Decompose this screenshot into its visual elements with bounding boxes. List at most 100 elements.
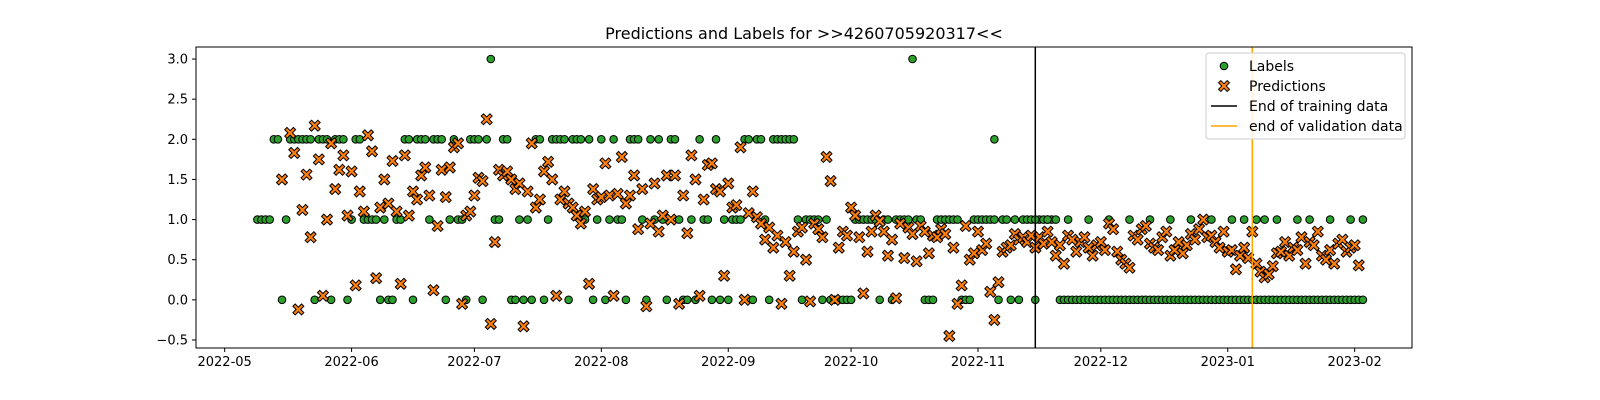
prediction-point-fill xyxy=(920,226,930,237)
prediction-point xyxy=(783,269,796,282)
prediction-point xyxy=(1057,257,1071,270)
prediction-point xyxy=(746,185,759,198)
label-point xyxy=(355,135,365,144)
prediction-point-fill xyxy=(580,206,590,217)
prediction-point-fill xyxy=(355,186,365,197)
prediction-point xyxy=(857,287,870,300)
label-point xyxy=(990,215,999,224)
prediction-point xyxy=(1250,257,1263,270)
x-tick-label: 2022-11 xyxy=(951,355,1005,370)
prediction-point-fill xyxy=(1349,240,1360,251)
label-point xyxy=(789,135,799,144)
prediction-point-fill xyxy=(825,176,836,186)
prediction-point-fill xyxy=(674,299,684,309)
prediction-point-fill xyxy=(453,138,463,149)
prediction-point xyxy=(795,221,809,234)
prediction-point xyxy=(959,219,972,233)
prediction-point-fill xyxy=(723,178,734,189)
prediction-point xyxy=(275,173,289,186)
label-point xyxy=(875,295,885,305)
y-tick-label: 1.0 xyxy=(167,213,188,228)
prediction-point xyxy=(570,209,583,222)
prediction-point-fill xyxy=(412,194,422,205)
prediction-point-fill xyxy=(584,279,594,289)
prediction-point-fill xyxy=(1087,250,1098,261)
prediction-point xyxy=(1323,243,1337,257)
prediction-point-fill xyxy=(387,156,398,166)
prediction-point xyxy=(546,173,559,186)
prediction-point xyxy=(1094,235,1108,249)
prediction-point-fill xyxy=(1177,248,1188,259)
prediction-point-fill xyxy=(682,228,693,238)
prediction-point xyxy=(885,233,899,246)
prediction-point-fill xyxy=(899,253,910,263)
prediction-point xyxy=(308,119,321,132)
prediction-point xyxy=(427,284,440,297)
label-point xyxy=(560,135,569,144)
prediction-point-fill xyxy=(653,226,664,237)
prediction-point-fill xyxy=(879,226,889,237)
prediction-point-fill xyxy=(940,229,951,239)
legend-label: end of validation data xyxy=(1249,119,1403,135)
prediction-point-fill xyxy=(932,232,942,242)
label-point xyxy=(662,295,672,305)
prediction-point xyxy=(943,329,956,343)
prediction-point-fill xyxy=(526,138,537,149)
x-tick-label: 2023-01 xyxy=(1201,355,1255,370)
prediction-point xyxy=(758,233,772,246)
label-point xyxy=(621,295,631,305)
prediction-point-fill xyxy=(1292,245,1303,255)
prediction-point xyxy=(1151,243,1165,257)
label-point xyxy=(1207,215,1216,224)
label-point xyxy=(584,135,594,144)
prediction-point xyxy=(1176,247,1189,260)
prediction-point xyxy=(763,221,776,234)
label-point xyxy=(1227,215,1237,224)
prediction-point xyxy=(345,165,358,178)
prediction-point-fill xyxy=(518,321,529,332)
prediction-point xyxy=(947,241,960,254)
prediction-point-fill xyxy=(1153,245,1163,255)
prediction-point-fill xyxy=(1308,240,1319,251)
label-point xyxy=(527,295,537,305)
prediction-point-fill xyxy=(440,192,451,202)
prediction-point-fill xyxy=(559,186,570,197)
prediction-point xyxy=(365,145,379,158)
label-point xyxy=(511,295,520,305)
prediction-point-fill xyxy=(338,150,349,161)
prediction-point xyxy=(820,150,833,164)
prediction-point xyxy=(828,293,841,307)
label-point xyxy=(605,215,614,224)
prediction-point xyxy=(529,201,542,214)
prediction-point-fill xyxy=(637,184,648,194)
prediction-point xyxy=(877,225,891,238)
prediction-point xyxy=(296,203,309,217)
label-point xyxy=(404,135,414,144)
x-tick-label: 2022-07 xyxy=(447,355,501,370)
prediction-point xyxy=(1336,233,1349,246)
label-point xyxy=(846,295,856,305)
label-point xyxy=(543,215,553,224)
prediction-point xyxy=(505,173,518,186)
prediction-point-fill xyxy=(416,170,426,181)
label-point xyxy=(421,135,430,144)
prediction-point xyxy=(668,169,682,182)
label-point xyxy=(965,295,975,305)
prediction-point-fill xyxy=(359,206,369,217)
prediction-point xyxy=(464,205,477,218)
prediction-point xyxy=(767,241,780,254)
prediction-point xyxy=(361,129,375,142)
prediction-point xyxy=(378,173,391,186)
legend-predictions-marker-fill xyxy=(1219,81,1229,91)
prediction-point xyxy=(582,277,596,290)
prediction-point xyxy=(1217,225,1230,238)
prediction-point-fill xyxy=(379,174,390,185)
prediction-point-fill xyxy=(924,248,934,259)
x-tick-label: 2022-05 xyxy=(197,355,251,370)
label-point xyxy=(380,215,389,224)
prediction-point-fill xyxy=(743,208,754,218)
label-point xyxy=(990,135,999,144)
prediction-point-fill xyxy=(314,154,324,165)
prediction-point-fill xyxy=(1251,258,1262,269)
label-point xyxy=(744,135,754,144)
